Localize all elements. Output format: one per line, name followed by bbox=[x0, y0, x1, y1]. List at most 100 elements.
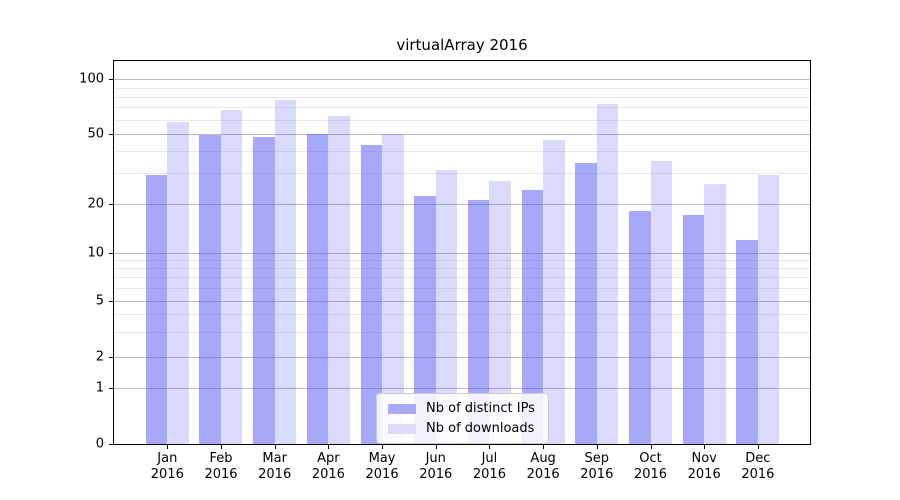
bar-nb-of-downloads-apr bbox=[328, 115, 350, 444]
xtick-label-may: May 2016 bbox=[366, 451, 399, 483]
xtick-label-line: 2016 bbox=[365, 467, 399, 482]
legend-row-downloads: Nb of downloads bbox=[388, 421, 535, 436]
gridline-minor-6 bbox=[114, 288, 810, 290]
xtick-label-jun: Jun 2016 bbox=[419, 451, 452, 483]
gridline-major-50 bbox=[114, 133, 810, 135]
bar-nb-of-distinct-ips-feb bbox=[199, 135, 221, 444]
bar-nb-of-downloads-jan bbox=[167, 122, 189, 444]
legend-label-distinct-ips: Nb of distinct IPs bbox=[426, 401, 535, 416]
ytick-label-0: 0 bbox=[95, 436, 104, 452]
xtick-label-mar: Mar 2016 bbox=[258, 451, 291, 483]
ytick-mark-20 bbox=[109, 203, 113, 205]
bar-nb-of-downloads-jun bbox=[435, 170, 458, 444]
ytick-mark-1 bbox=[109, 388, 113, 390]
gridline-major-20 bbox=[114, 203, 810, 205]
xtick-mark-nov bbox=[704, 445, 706, 449]
xtick-label-line: Sep bbox=[584, 451, 610, 466]
ytick-label-1: 1 bbox=[95, 380, 104, 396]
xtick-label-aug: Aug 2016 bbox=[527, 451, 560, 483]
bar-nb-of-distinct-ips-dec bbox=[736, 239, 758, 444]
bar-nb-of-distinct-ips-sep bbox=[575, 163, 597, 444]
gridline-minor-7 bbox=[114, 277, 810, 279]
gridline-minor-90 bbox=[114, 87, 810, 89]
bar-nb-of-distinct-ips-jun bbox=[414, 196, 436, 444]
xtick-label-nov: Nov 2016 bbox=[688, 451, 721, 483]
gridline-major-2 bbox=[114, 356, 810, 358]
bar-nb-of-downloads-mar bbox=[274, 99, 297, 444]
xtick-mark-mar bbox=[274, 445, 276, 449]
xtick-label-line: 2016 bbox=[311, 467, 345, 482]
ytick-label-50: 50 bbox=[87, 126, 104, 142]
bar-nb-of-downloads-may bbox=[382, 133, 404, 444]
legend: Nb of distinct IPs Nb of downloads bbox=[376, 393, 549, 444]
bar-nb-of-distinct-ips-mar bbox=[253, 137, 275, 444]
xtick-label-line: Mar bbox=[262, 451, 287, 466]
legend-swatch-distinct-ips bbox=[388, 403, 416, 414]
xtick-mark-sep bbox=[596, 445, 598, 449]
xtick-label-line: Apr bbox=[317, 451, 340, 466]
ytick-label-100: 100 bbox=[79, 71, 104, 87]
xtick-mark-oct bbox=[650, 445, 652, 449]
xtick-label-line: 2016 bbox=[741, 467, 775, 482]
xtick-mark-aug bbox=[543, 445, 545, 449]
xtick-label-sep: Sep 2016 bbox=[580, 451, 613, 483]
ytick-label-5: 5 bbox=[95, 293, 104, 309]
xtick-label-feb: Feb 2016 bbox=[204, 451, 237, 483]
bar-nb-of-distinct-ips-jul bbox=[467, 200, 490, 444]
gridline-minor-40 bbox=[114, 150, 810, 152]
bar-nb-of-distinct-ips-jan bbox=[145, 175, 168, 444]
xtick-mark-may bbox=[382, 445, 384, 449]
plot-area: Nb of distinct IPs Nb of downloads bbox=[113, 60, 811, 445]
xtick-label-jul: Jul 2016 bbox=[473, 451, 506, 483]
chart-title: virtualArray 2016 bbox=[396, 36, 528, 54]
bar-nb-of-downloads-jul bbox=[489, 180, 511, 444]
xtick-mark-jan bbox=[167, 445, 169, 449]
xtick-label-line: 2016 bbox=[687, 467, 721, 482]
bar-nb-of-downloads-aug bbox=[543, 140, 565, 444]
xtick-label-line: 2016 bbox=[150, 467, 184, 482]
bar-nb-of-downloads-nov bbox=[704, 183, 726, 444]
bar-nb-of-distinct-ips-nov bbox=[682, 215, 705, 444]
xtick-label-line: 2016 bbox=[204, 467, 238, 482]
xtick-label-line: 2016 bbox=[580, 467, 614, 482]
ytick-mark-2 bbox=[109, 356, 113, 358]
bar-nb-of-distinct-ips-aug bbox=[521, 189, 544, 444]
ytick-mark-50 bbox=[109, 133, 113, 135]
ytick-mark-100 bbox=[109, 79, 113, 81]
xtick-label-line: 2016 bbox=[419, 467, 453, 482]
gridline-minor-80 bbox=[114, 96, 810, 98]
xtick-label-line: 2016 bbox=[258, 467, 292, 482]
ytick-mark-5 bbox=[109, 300, 113, 302]
gridline-minor-30 bbox=[114, 172, 810, 174]
gridline-minor-8 bbox=[114, 268, 810, 270]
gridline-major-10 bbox=[114, 252, 810, 254]
bar-nb-of-downloads-sep bbox=[596, 104, 619, 444]
xtick-label-line: Jun bbox=[425, 451, 446, 466]
gridline-minor-9 bbox=[114, 259, 810, 261]
legend-row-distinct-ips: Nb of distinct IPs bbox=[388, 401, 535, 416]
bar-nb-of-distinct-ips-apr bbox=[306, 133, 329, 444]
xtick-label-line: Oct bbox=[639, 451, 662, 466]
gridline-major-1 bbox=[114, 388, 810, 390]
xtick-mark-jun bbox=[435, 445, 437, 449]
ytick-mark-0 bbox=[109, 444, 113, 445]
xtick-label-dec: Dec 2016 bbox=[741, 451, 774, 483]
xtick-mark-apr bbox=[328, 445, 330, 449]
ytick-mark-10 bbox=[109, 252, 113, 254]
xtick-mark-feb bbox=[220, 445, 222, 449]
xtick-label-line: 2016 bbox=[526, 467, 560, 482]
xtick-label-line: Jul bbox=[481, 451, 498, 466]
gridline-minor-70 bbox=[114, 107, 810, 109]
gridline-minor-60 bbox=[114, 119, 810, 121]
gridline-minor-4 bbox=[114, 314, 810, 316]
xtick-mark-dec bbox=[757, 445, 759, 449]
xtick-label-apr: Apr 2016 bbox=[312, 451, 345, 483]
xtick-label-oct: Oct 2016 bbox=[634, 451, 667, 483]
bar-nb-of-distinct-ips-oct bbox=[629, 211, 651, 444]
xtick-label-jan: Jan 2016 bbox=[151, 451, 184, 483]
xtick-label-line: Feb bbox=[209, 451, 233, 466]
xtick-label-line: Dec bbox=[745, 451, 771, 466]
xtick-label-line: Jan bbox=[157, 451, 178, 466]
legend-label-downloads: Nb of downloads bbox=[426, 421, 535, 436]
